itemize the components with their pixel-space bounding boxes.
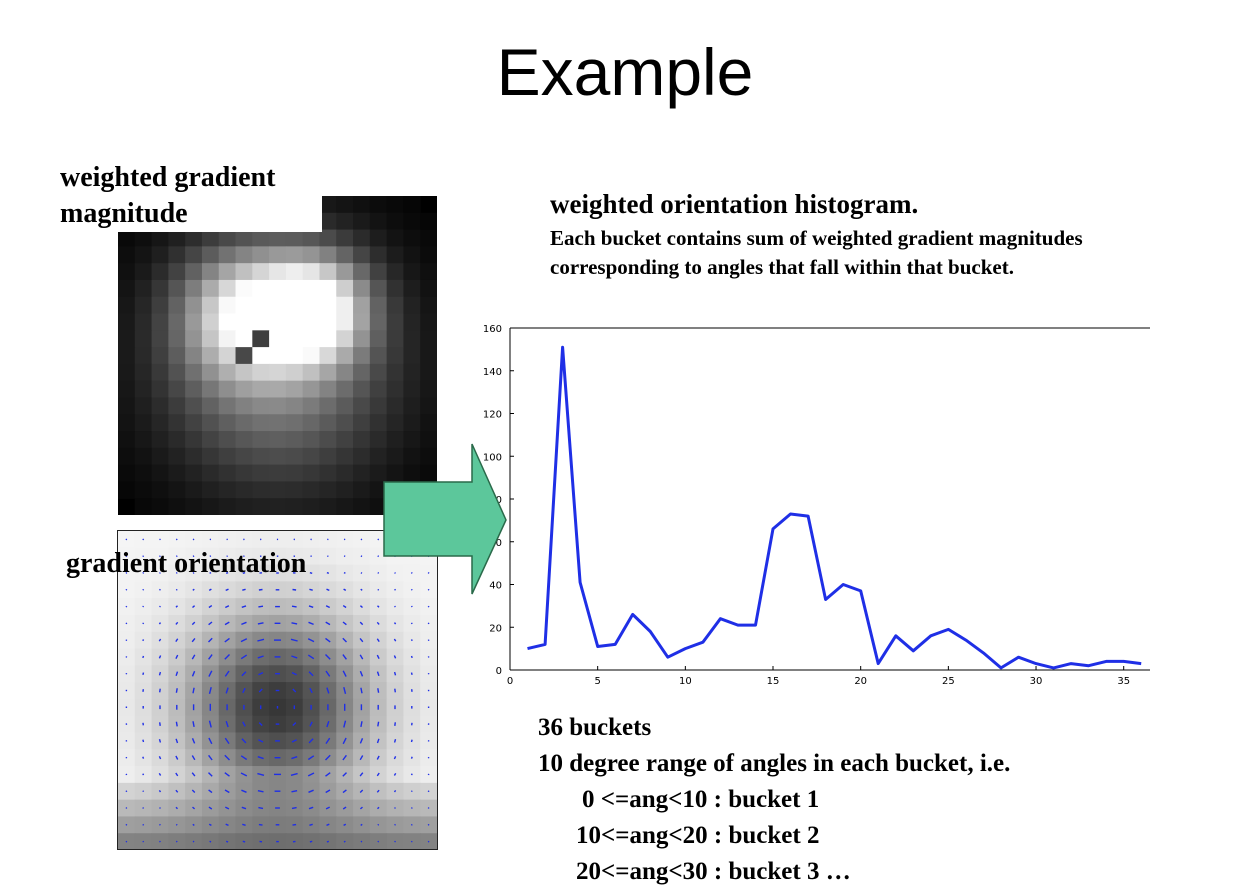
y-tick-label: 120 (483, 410, 502, 421)
x-tick-label: 25 (942, 676, 955, 687)
slide-title: Example (496, 35, 754, 109)
y-tick-label: 160 (483, 324, 502, 335)
bucket-example-1: 0 <=ang<10 : bucket 1 (582, 786, 820, 813)
x-tick-label: 0 (507, 676, 513, 687)
y-tick-label: 40 (489, 581, 502, 592)
histogram-title: weighted orientation histogram. (550, 189, 919, 219)
y-tick-label: 100 (483, 452, 502, 463)
magnitude-label: weighted gradient magnitude (60, 160, 322, 232)
weighted-gradient-magnitude-image (118, 196, 437, 515)
histogram-description: Each bucket contains sum of weighted gra… (550, 226, 1083, 279)
y-tick-label: 0 (496, 666, 502, 677)
bucket-example-2: 10<=ang<20 : bucket 2 (576, 822, 820, 849)
orientation-label: gradient orientation (66, 548, 307, 579)
buckets-count: 36 buckets (538, 714, 652, 741)
right-arrow-icon (383, 443, 507, 595)
x-tick-label: 5 (594, 676, 600, 687)
x-tick-label: 10 (679, 676, 692, 687)
gradient-orientation-image (117, 530, 438, 851)
x-tick-label: 30 (1030, 676, 1043, 687)
x-tick-label: 20 (854, 676, 867, 687)
bucket-notes: 36 buckets 10 degree range of angles in … (538, 710, 1010, 890)
x-tick-label: 15 (767, 676, 780, 687)
x-tick-label: 35 (1117, 676, 1130, 687)
y-tick-label: 140 (483, 367, 502, 378)
y-tick-label: 20 (489, 623, 502, 634)
range-line: 10 degree range of angles in each bucket… (538, 750, 1011, 777)
bucket-example-3: 20<=ang<30 : bucket 3 … (576, 858, 851, 885)
histogram-series-line (527, 345, 1142, 670)
